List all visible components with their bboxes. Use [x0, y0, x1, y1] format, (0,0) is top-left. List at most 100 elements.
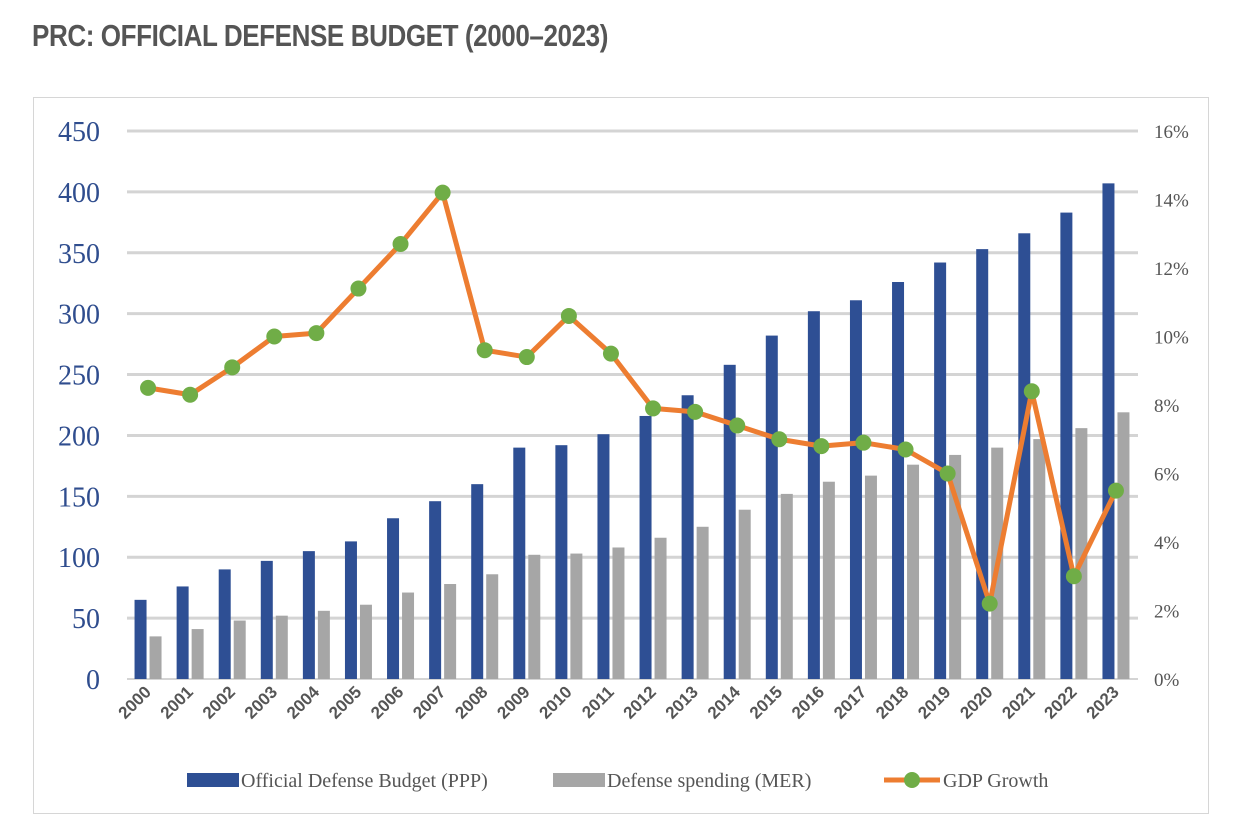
legend-item: Official Defense Budget (PPP)	[187, 770, 488, 792]
x-tick-label: 2001	[157, 682, 197, 722]
bar-ppp	[218, 569, 231, 679]
gdp-growth-point	[350, 280, 367, 297]
legend: Official Defense Budget (PPP) Defense spe…	[187, 770, 1048, 792]
gdp-growth-point	[308, 325, 325, 342]
gdp-growth-point	[813, 438, 830, 455]
bar-ppp	[976, 249, 989, 679]
bar-ppp	[639, 415, 652, 679]
chart-svg: 0 50 100 150 200 250 300 350 400 450 0% 2% 4% 6% 8% 10…	[58, 117, 1189, 792]
x-tick-label: 2010	[536, 682, 576, 722]
bar-mer	[864, 475, 877, 679]
gdp-growth-point	[518, 349, 535, 366]
bar-mer	[528, 554, 541, 679]
gdp-growth-point	[981, 595, 998, 612]
gdp-growth-point	[1023, 383, 1040, 400]
bar-ppp	[176, 586, 189, 679]
bar-ppp	[513, 447, 526, 679]
y2-tick-label: 2%	[1154, 602, 1180, 623]
bar-ppp	[302, 551, 315, 679]
x-tick-label: 2000	[115, 682, 155, 722]
gdp-growth-point	[1107, 482, 1124, 499]
bar-mer	[822, 481, 835, 679]
y2-tick-label: 12%	[1154, 259, 1189, 280]
x-tick-label: 2013	[662, 682, 702, 722]
bar-mer	[696, 526, 709, 679]
legend-label: GDP Growth	[943, 770, 1048, 792]
x-tick-label: 2022	[1041, 682, 1081, 722]
y-tick-label: 400	[58, 178, 100, 209]
legend-item: Defense spending (MER)	[553, 770, 811, 792]
x-tick-label: 2009	[493, 682, 533, 722]
x-tick-label: 2003	[241, 682, 281, 722]
bar-ppp	[471, 484, 484, 679]
bar-ppp	[681, 395, 694, 679]
bar-ppp	[892, 282, 905, 679]
bar-mer	[1117, 412, 1130, 679]
gdp-growth-point	[266, 328, 283, 345]
bar-mer	[317, 610, 330, 679]
bar-ppp	[1018, 233, 1031, 679]
bar-ppp	[765, 335, 778, 679]
x-tick-label: 2002	[199, 682, 239, 722]
bar-ppp	[1060, 212, 1073, 679]
legend-item: GDP Growth	[884, 770, 1048, 792]
y2-tick-label: 6%	[1154, 465, 1180, 486]
bar-ppp	[429, 501, 442, 679]
bar-mer	[359, 604, 372, 679]
gdp-growth-point	[939, 465, 956, 482]
y-tick-label: 350	[58, 239, 100, 270]
y2-tick-label: 0%	[1154, 670, 1180, 691]
bar-mer	[1033, 439, 1046, 679]
gdp-growth-point	[855, 434, 872, 451]
legend-label: Defense spending (MER)	[607, 770, 811, 792]
bar-mer	[1075, 428, 1088, 679]
gdp-growth-point	[140, 379, 157, 396]
x-axis: 2000 2001 2002 2003 2004 2005 2006 2007 2008 2009…	[115, 682, 1123, 723]
bar-ppp	[597, 434, 610, 679]
chart-frame: 0 50 100 150 200 250 300 350 400 450 0% 2% 4% 6% 8% 10…	[33, 97, 1209, 814]
y-tick-label: 450	[58, 117, 100, 148]
bar-ppp	[807, 311, 820, 679]
x-tick-label: 2012	[620, 682, 660, 722]
x-tick-label: 2020	[956, 682, 996, 722]
legend-marker	[904, 772, 920, 788]
gdp-growth-point	[560, 307, 577, 324]
x-tick-label: 2014	[704, 682, 745, 723]
bar-ppp	[260, 560, 273, 679]
bar-series	[134, 183, 1115, 679]
gdp-growth-point	[1065, 568, 1082, 585]
x-tick-label: 2017	[830, 682, 870, 722]
gdp-growth-point	[182, 386, 199, 403]
bar-mer	[233, 620, 246, 679]
gdp-growth-point	[476, 342, 493, 359]
gdp-growth-point	[224, 359, 241, 376]
bar-mer	[907, 464, 920, 679]
y2-tick-label: 14%	[1154, 191, 1189, 212]
x-tick-label: 2008	[451, 682, 491, 722]
bar-mer	[191, 629, 204, 679]
x-tick-label: 2004	[283, 682, 324, 723]
bar-ppp	[344, 541, 357, 679]
gdp-growth-point	[392, 236, 409, 253]
y-tick-label: 300	[58, 300, 100, 331]
bar-ppp	[1102, 183, 1115, 679]
x-tick-label: 2021	[998, 682, 1038, 722]
x-tick-label: 2023	[1083, 682, 1123, 722]
right-axis: 0% 2% 4% 6% 8% 10% 12% 14% 16%	[1154, 122, 1189, 691]
y2-tick-label: 8%	[1154, 396, 1180, 417]
bar-ppp	[134, 599, 147, 679]
y-tick-label: 200	[58, 421, 100, 452]
bars	[134, 183, 1130, 679]
bar-mer	[486, 574, 499, 679]
gdp-line	[140, 184, 1124, 612]
bar-ppp	[849, 300, 862, 679]
bar-mer	[149, 636, 162, 679]
gdp-growth-point	[771, 431, 788, 448]
bar-mer	[444, 584, 457, 679]
gdp-growth-point	[729, 417, 746, 434]
gdp-growth-point	[687, 403, 704, 420]
left-axis: 0 50 100 150 200 250 300 350 400 450	[58, 117, 100, 696]
y-tick-label: 50	[72, 604, 100, 635]
bar-mer	[570, 553, 583, 679]
bar-mer	[654, 537, 667, 679]
